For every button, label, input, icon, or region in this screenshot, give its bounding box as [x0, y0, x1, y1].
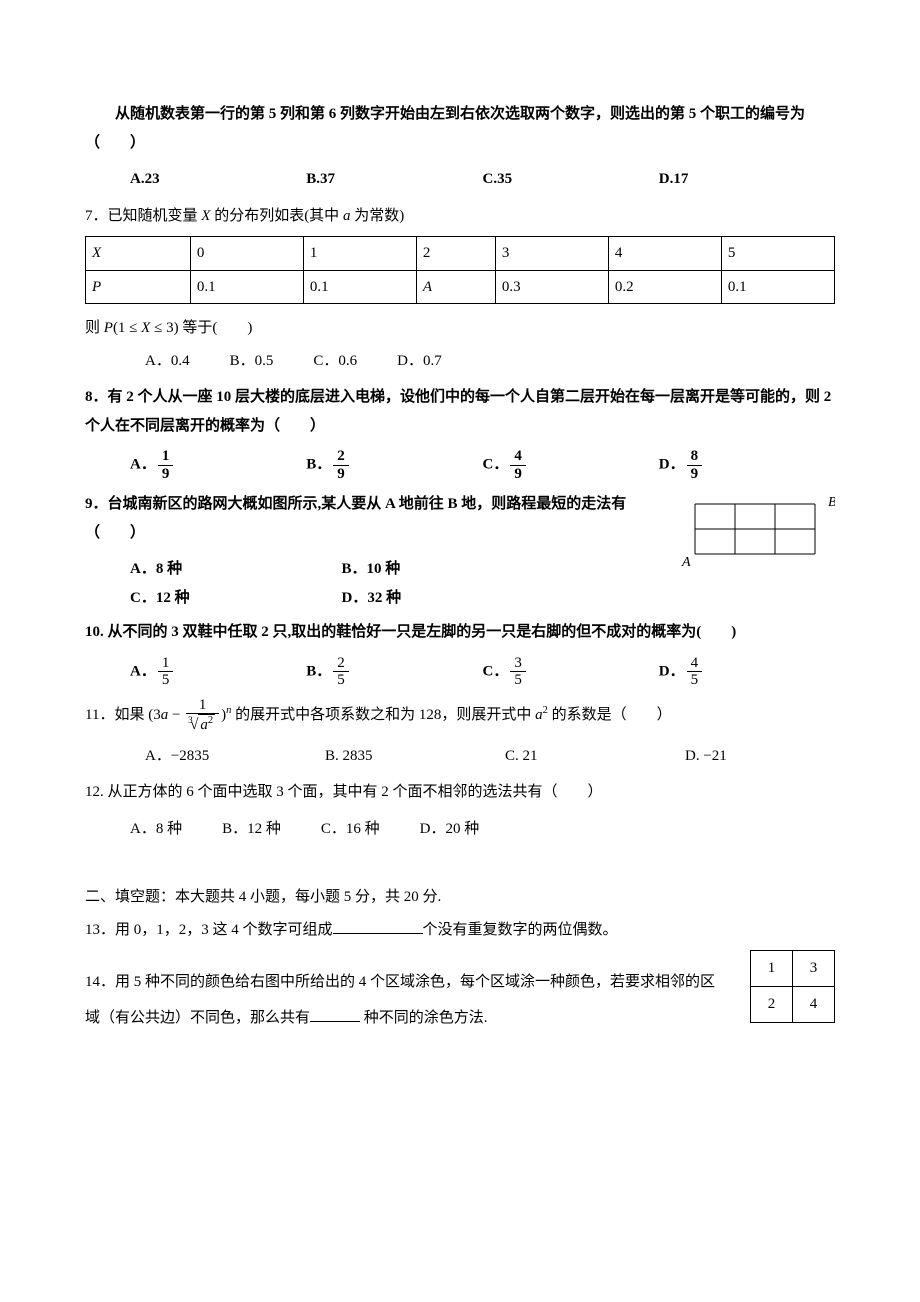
q14: 14．用 5 种不同的颜色给右图中所给出的 4 个区域涂色，每个区域涂一种颜色，…: [85, 964, 725, 1036]
table-cell: 1: [303, 237, 416, 271]
grid-label-b: B: [828, 495, 835, 510]
q8-choice-d: D．89: [659, 448, 835, 482]
q8-choice-a: A．19: [130, 448, 306, 482]
q9-choice-c: C．12 种: [130, 584, 342, 613]
section2-heading: 二、填空题：本大题共 4 小题，每小题 5 分，共 20 分.: [85, 883, 835, 912]
table-cell: 5: [721, 237, 834, 271]
q6-stem: 从随机数表第一行的第 5 列和第 6 列数字开始由左到右依次选取两个数字，则选出…: [85, 100, 835, 157]
q13: 13．用 0，1，2，3 这 4 个数字可组成个没有重复数字的两位偶数。: [85, 916, 835, 945]
q10-choice-c: C．35: [483, 655, 659, 689]
table-cell: A: [416, 270, 495, 304]
grid-label-a: A: [681, 555, 691, 570]
q7-choices: A．0.4 B．0.5 C．0.6 D．0.7: [85, 347, 835, 376]
q7-choice-b: B．0.5: [230, 347, 274, 376]
q6-choice-b: B.37: [306, 165, 482, 194]
q11-choice-a: A．−2835: [145, 742, 285, 771]
q12-choice-b: B．12 种: [222, 815, 281, 844]
q12-choice-c: C．16 种: [321, 815, 380, 844]
q11-choice-d: D. −21: [685, 742, 727, 771]
q8-choices: A．19 B．29 C．49 D．89: [85, 448, 835, 482]
q8-choice-c: C．49: [483, 448, 659, 482]
table-cell: P: [86, 270, 191, 304]
region-cell: 3: [793, 951, 835, 987]
q11-choice-b: B. 2835: [325, 742, 465, 771]
table-cell: 0.2: [608, 270, 721, 304]
q9-choice-d: D．32 种: [342, 584, 554, 613]
q7-choice-a: A．0.4: [145, 347, 190, 376]
table-cell: 0.1: [190, 270, 303, 304]
q10-choice-b: B．25: [306, 655, 482, 689]
q7-stem: 7．已知随机变量 X 的分布列如表(其中 a 为常数): [85, 202, 835, 231]
q10-choice-d: D．45: [659, 655, 835, 689]
q10-choice-a: A．15: [130, 655, 306, 689]
region-cell: 1: [751, 951, 793, 987]
q12-choice-d: D．20 种: [420, 815, 480, 844]
q12-stem: 12. 从正方体的 6 个面中选取 3 个面，其中有 2 个面不相邻的选法共有（…: [85, 778, 835, 807]
q6-choices: A.23 B.37 C.35 D.17: [85, 165, 835, 194]
table-cell: 2: [416, 237, 495, 271]
q6-choice-c: C.35: [483, 165, 659, 194]
q13-blank[interactable]: [333, 919, 423, 934]
q6-choice-a: A.23: [130, 165, 306, 194]
q10-choices: A．15 B．25 C．35 D．45: [85, 655, 835, 689]
region-cell: 2: [751, 987, 793, 1023]
q8-choice-b: B．29: [306, 448, 482, 482]
q11-stem: 11．如果 (3a − 1 3√a2 )n 的展开式中各项系数之和为 128，则…: [85, 697, 835, 734]
table-cell: 0.1: [303, 270, 416, 304]
table-cell: 4: [608, 237, 721, 271]
q8-stem: 8．有 2 个人从一座 10 层大楼的底层进入电梯，设他们中的每一个人自第二层开…: [85, 383, 835, 440]
q12-choices: A．8 种 B．12 种 C．16 种 D．20 种: [85, 815, 835, 844]
q9-stem: 9．台城南新区的路网大概如图所示,某人要从 A 地前往 B 地，则路程最短的走法…: [85, 490, 675, 547]
q14-region-diagram: 13 24: [750, 950, 835, 1023]
q11-choice-c: C. 21: [505, 742, 645, 771]
q9-grid-diagram: B A: [680, 494, 835, 574]
q9-choice-b: B．10 种: [342, 555, 554, 584]
table-cell: 0: [190, 237, 303, 271]
table-cell: 3: [495, 237, 608, 271]
q7-choice-d: D．0.7: [397, 347, 442, 376]
q14-blank[interactable]: [310, 1007, 360, 1022]
q7-distribution-table: X 0 1 2 3 4 5 P 0.1 0.1 A 0.3 0.2 0.1: [85, 236, 835, 304]
region-cell: 4: [793, 987, 835, 1023]
table-cell: X: [86, 237, 191, 271]
q6-choice-d: D.17: [659, 165, 835, 194]
q7-choice-c: C．0.6: [313, 347, 357, 376]
q12-choice-a: A．8 种: [130, 815, 182, 844]
q10-stem: 10. 从不同的 3 双鞋中任取 2 只,取出的鞋恰好一只是左脚的另一只是右脚的…: [85, 618, 835, 647]
table-cell: 0.1: [721, 270, 834, 304]
table-cell: 0.3: [495, 270, 608, 304]
q7-condition: 则 P(1 ≤ X ≤ 3) 等于( ): [85, 314, 835, 343]
q9-choice-a: A．8 种: [130, 555, 342, 584]
q11-choices: A．−2835 B. 2835 C. 21 D. −21: [85, 742, 835, 771]
